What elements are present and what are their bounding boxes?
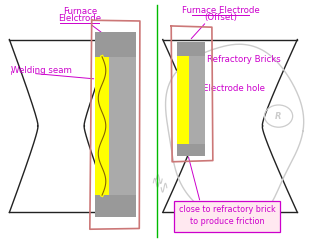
Text: Refractory Bricks: Refractory Bricks [207, 55, 280, 64]
Bar [95, 32, 136, 57]
Bar [189, 56, 205, 144]
FancyBboxPatch shape [174, 201, 280, 232]
Text: Furnace: Furnace [63, 7, 97, 16]
Bar [109, 57, 136, 195]
Bar [177, 42, 205, 56]
Text: Welding seam: Welding seam [11, 66, 72, 75]
Bar [177, 56, 189, 144]
Text: Electrode hole: Electrode hole [203, 84, 265, 93]
Bar [177, 144, 205, 156]
Bar [95, 57, 109, 195]
Text: Furnace Electrode: Furnace Electrode [182, 6, 259, 15]
Text: R: R [275, 112, 282, 121]
Bar [95, 195, 136, 217]
Text: (Offset): (Offset) [204, 13, 237, 22]
Text: close to refractory brick
to produce friction: close to refractory brick to produce fri… [178, 206, 275, 226]
Text: Elelctrode: Elelctrode [58, 14, 101, 23]
